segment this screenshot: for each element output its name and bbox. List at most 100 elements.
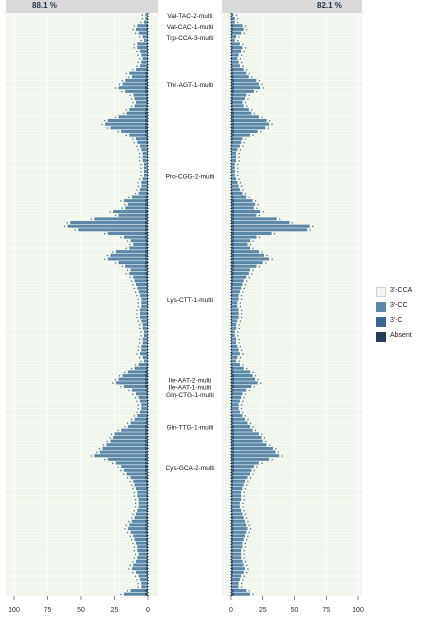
right-point	[244, 488, 247, 490]
right-point	[252, 473, 254, 475]
left-bar	[106, 443, 148, 447]
left-bar	[139, 308, 148, 312]
right-bar	[231, 585, 239, 589]
right-point	[242, 291, 244, 293]
left-point	[134, 553, 137, 556]
right-bar	[231, 140, 242, 144]
left-point	[117, 466, 119, 468]
left-bar	[138, 395, 148, 399]
right-bar	[231, 220, 290, 225]
left-point	[104, 258, 106, 260]
left-bar-absent	[146, 319, 148, 323]
right-point	[261, 462, 263, 465]
right-point	[238, 152, 240, 155]
right-bar	[231, 589, 247, 593]
right-bar-absent	[231, 111, 234, 115]
left-bar-absent	[146, 67, 148, 71]
left-bar	[129, 71, 148, 75]
right-bar	[231, 567, 245, 571]
left-point	[126, 422, 129, 424]
right-bar	[231, 516, 244, 520]
right-bar	[231, 410, 240, 414]
right-bar	[231, 450, 276, 454]
left-point	[114, 116, 117, 118]
left-point	[137, 407, 139, 410]
left-bar-absent	[147, 359, 148, 363]
left-bar-absent	[147, 355, 148, 359]
left-bar-absent	[146, 188, 148, 192]
right-bar	[231, 133, 251, 137]
right-point	[237, 171, 239, 173]
right-bar	[231, 293, 239, 297]
right-bar	[231, 126, 266, 130]
left-bar	[137, 508, 148, 512]
row-label: Val-TAC-2-multi	[167, 13, 212, 20]
right-bar	[231, 111, 252, 115]
right-bar	[231, 129, 258, 133]
right-point	[266, 254, 268, 257]
right-point	[240, 309, 243, 311]
right-bar	[231, 352, 240, 356]
right-point	[240, 61, 243, 64]
left-panel-header: 88.1 %	[6, 0, 158, 13]
left-bar	[141, 406, 148, 410]
right-bar-absent	[231, 86, 234, 90]
left-bar	[121, 129, 148, 133]
left-bar	[123, 468, 148, 472]
right-point	[281, 455, 283, 457]
left-point	[136, 313, 138, 315]
left-bar-absent	[145, 454, 148, 458]
left-bar-absent	[145, 381, 148, 385]
left-bar	[138, 31, 148, 35]
right-point	[246, 28, 248, 31]
right-bar-absent	[231, 188, 233, 192]
right-bar-absent	[231, 570, 233, 574]
left-point	[112, 382, 114, 384]
left-bar-absent	[145, 384, 148, 389]
right-bar-absent	[231, 279, 233, 283]
right-bar-absent	[231, 126, 234, 130]
right-bar	[231, 457, 270, 461]
right-bar	[231, 435, 262, 440]
left-point	[140, 21, 142, 24]
left-point	[140, 174, 142, 177]
left-bar	[107, 257, 148, 261]
right-bar	[231, 169, 235, 174]
left-point	[137, 582, 139, 585]
right-bar	[231, 497, 242, 501]
right-bar	[231, 202, 256, 206]
left-bar-absent	[145, 388, 148, 392]
right-bar	[231, 538, 244, 542]
right-point	[237, 163, 239, 166]
left-point	[134, 506, 137, 508]
left-point	[133, 415, 135, 417]
right-bar-absent	[231, 60, 233, 64]
left-point	[136, 309, 138, 311]
right-point	[243, 50, 245, 53]
right-point	[248, 276, 250, 279]
left-point	[126, 590, 129, 592]
right-bar	[231, 199, 253, 203]
left-bar-absent	[146, 545, 148, 549]
left-bar	[143, 359, 148, 363]
right-point	[243, 499, 245, 501]
left-bar-absent	[147, 333, 148, 337]
left-point	[126, 531, 129, 534]
left-point	[126, 477, 129, 479]
left-bar	[141, 297, 148, 301]
left-bar-absent	[145, 483, 148, 487]
right-bar	[231, 60, 239, 64]
right-bar-absent	[231, 366, 233, 370]
right-point	[238, 324, 240, 326]
left-bar	[110, 126, 148, 130]
right-bar-absent	[231, 519, 234, 523]
left-point	[138, 327, 141, 330]
left-bar-absent	[145, 472, 148, 476]
right-point	[262, 87, 264, 89]
left-point	[126, 240, 129, 242]
left-bar	[133, 534, 148, 538]
right-point	[246, 484, 248, 486]
left-bar	[118, 261, 148, 265]
right-point	[259, 131, 262, 133]
right-point	[242, 411, 244, 413]
